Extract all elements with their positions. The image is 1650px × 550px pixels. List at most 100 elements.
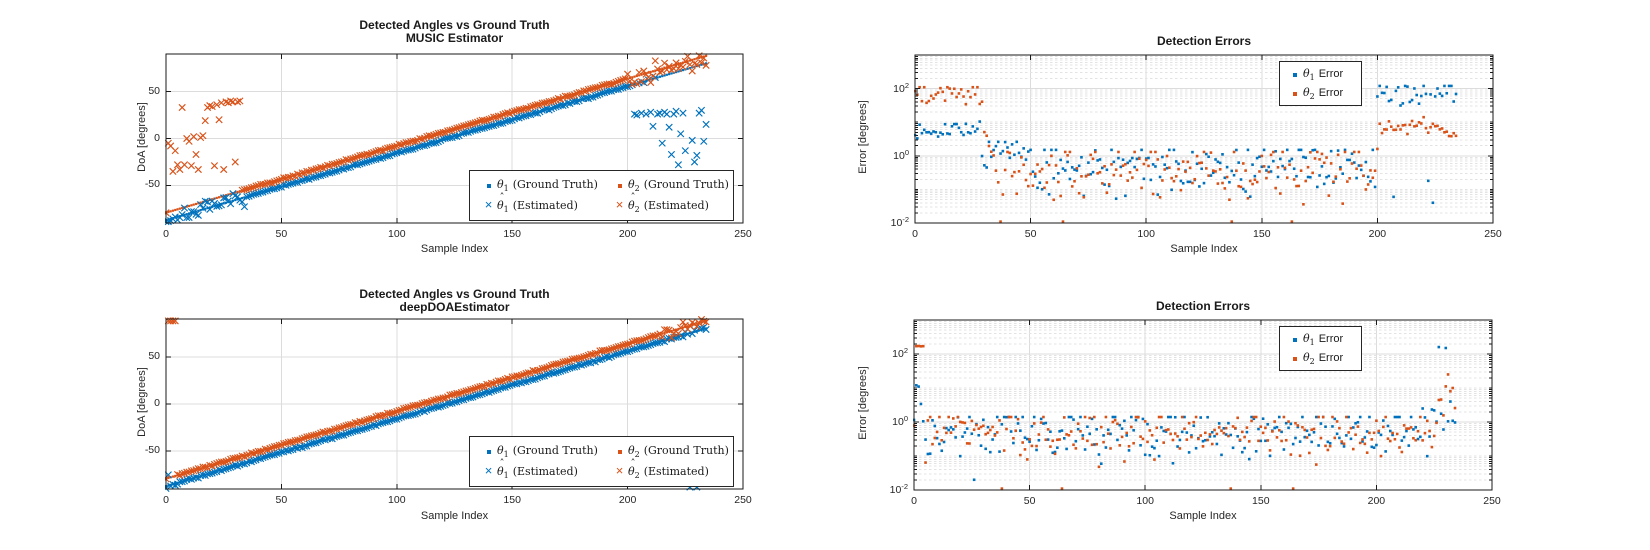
- legend-label: θ1 (Ground Truth): [497, 177, 598, 193]
- axes-frame-music-errors: [914, 54, 1494, 224]
- y-tick-label: -50: [144, 178, 160, 191]
- panel-subtitle: MUSIC Estimator: [405, 31, 504, 45]
- y-tick-label: 10-2: [889, 482, 908, 496]
- x-tick-label: 0: [163, 494, 169, 506]
- dot-marker-icon: [1286, 352, 1303, 364]
- data-music-errors: [914, 84, 1458, 223]
- x-tick-label: 250: [1484, 228, 1502, 240]
- y-tick-label: 50: [148, 84, 160, 97]
- x-tick-label: 200: [618, 228, 637, 240]
- hat-accent: ˆ: [499, 192, 505, 204]
- series-theta2_error: [914, 85, 1458, 223]
- hat-accent: ˆ: [630, 458, 636, 470]
- dot-marker-icon: [1286, 333, 1303, 345]
- panel-title: Detected Angles vs Ground Truth: [359, 287, 550, 301]
- x-tick-label: 250: [734, 228, 752, 240]
- legend-label: θ2 Error: [1303, 350, 1344, 366]
- series-theta2_estimated: [165, 316, 710, 483]
- panel-title: Detection Errors: [1155, 299, 1251, 313]
- dot-marker-icon: [611, 445, 628, 457]
- legend: θ1 Error θ2 Error: [1279, 61, 1362, 106]
- y-tick-label: 0: [154, 397, 160, 409]
- legend-label: θ2 (Ground Truth): [628, 443, 729, 459]
- legend-label: θ2 Error: [1303, 85, 1344, 101]
- y-tick-label: -50: [144, 444, 160, 457]
- legend-entry: θ1 Error: [1286, 65, 1343, 83]
- data-deep-angles: [165, 316, 710, 492]
- x-tick-label: 100: [1136, 495, 1154, 507]
- legend-label: θ2 (Ground Truth): [628, 177, 729, 193]
- legend-entry: θ1 Error: [1286, 330, 1343, 348]
- legend-label: θ1 (Ground Truth): [497, 443, 598, 459]
- y-tick-label: 50: [148, 349, 160, 362]
- y-tick-label: 102: [893, 80, 909, 95]
- grid-music-errors: [915, 55, 1493, 223]
- legend: θ1 (Ground Truth) × ˆ θ1 (Estimated) θ2 (Ground…: [469, 170, 734, 221]
- x-tick-label: 100: [1137, 228, 1155, 240]
- legend-label: θ1 Error: [1303, 66, 1344, 82]
- dot-marker-icon: [480, 179, 497, 191]
- hat-accent: ˆ: [630, 192, 636, 204]
- x-tick-label: 50: [275, 228, 288, 240]
- dot-marker-icon: [1286, 68, 1303, 80]
- x-tick-label: 200: [1368, 228, 1387, 240]
- x-tick-label: 150: [1252, 495, 1270, 507]
- x-tick-label: 250: [1483, 495, 1501, 507]
- legend-entry: θ2 Error: [1286, 349, 1343, 367]
- legend-entry: × ˆ θ1 (Estimated): [480, 192, 578, 215]
- x-marker-icon: ×: [484, 463, 493, 478]
- x-tick-label: 150: [503, 228, 521, 240]
- x-tick-label: 250: [734, 494, 752, 506]
- grid-deep-errors: [914, 320, 1492, 490]
- legend-label: ˆ θ2 (Estimated): [628, 192, 709, 214]
- x-tick-label: 50: [1023, 495, 1036, 507]
- series-theta2_estimated: [165, 52, 710, 217]
- axes-frame-deep-errors: [913, 319, 1493, 491]
- legend: θ1 Error θ2 Error: [1279, 326, 1362, 371]
- x-tick-label: 150: [503, 494, 521, 506]
- panel-title: Detection Errors: [1156, 34, 1252, 48]
- legend-entry: × ˆ θ1 (Estimated): [480, 458, 578, 481]
- panel-subtitle: deepDOAEstimator: [399, 300, 510, 314]
- x-tick-label: 0: [163, 228, 169, 240]
- x-tick-label: 200: [618, 494, 637, 506]
- y-tick-label: 0: [154, 131, 160, 144]
- y-tick-label: 100: [892, 414, 908, 428]
- series-theta2_error: [913, 344, 1457, 490]
- x-marker-icon: ×: [615, 197, 624, 212]
- legend-label: ˆ θ2 (Estimated): [628, 458, 709, 480]
- x-tick-label: 100: [388, 494, 406, 506]
- legend-label: ˆ θ1 (Estimated): [497, 192, 578, 214]
- legend: θ1 (Ground Truth) × ˆ θ1 (Estimated) θ2 (Ground…: [469, 436, 734, 487]
- dot-marker-icon: [480, 445, 497, 457]
- x-marker-icon: ×: [484, 197, 493, 212]
- legend-entry: θ1 (Ground Truth): [480, 442, 598, 460]
- legend-entry: × ˆ θ2 (Estimated): [611, 192, 709, 215]
- x-tick-label: 150: [1253, 228, 1271, 240]
- x-tick-label: 50: [1024, 228, 1037, 240]
- x-tick-label: 100: [388, 228, 406, 240]
- y-tick-label: 10-2: [890, 215, 909, 229]
- legend-entry: θ2 (Ground Truth): [611, 442, 729, 460]
- x-tick-label: 50: [275, 494, 288, 506]
- legend-entry: × ˆ θ2 (Estimated): [611, 458, 709, 481]
- x-tick-label: 0: [911, 495, 917, 507]
- dot-marker-icon: [611, 179, 628, 191]
- legend-entry: θ1 (Ground Truth): [480, 176, 598, 194]
- x-tick-label: 200: [1367, 495, 1386, 507]
- panel-title: Detected Angles vs Ground Truth: [359, 18, 550, 32]
- dot-marker-icon: [1286, 87, 1303, 99]
- legend-entry: θ2 Error: [1286, 84, 1343, 102]
- data-music-angles: [165, 52, 710, 226]
- series-theta1_error: [914, 84, 1458, 205]
- data-deep-errors: [913, 344, 1457, 490]
- y-tick-label: 102: [892, 346, 908, 360]
- y-tick-label: 100: [893, 147, 909, 162]
- x-axis-label: Sample Index: [1170, 243, 1238, 255]
- legend-label: θ1 Error: [1303, 331, 1344, 347]
- legend-entry: θ2 (Ground Truth): [611, 176, 729, 194]
- legend-label: ˆ θ1 (Estimated): [497, 458, 578, 480]
- x-axis-label: Sample Index: [1169, 510, 1237, 522]
